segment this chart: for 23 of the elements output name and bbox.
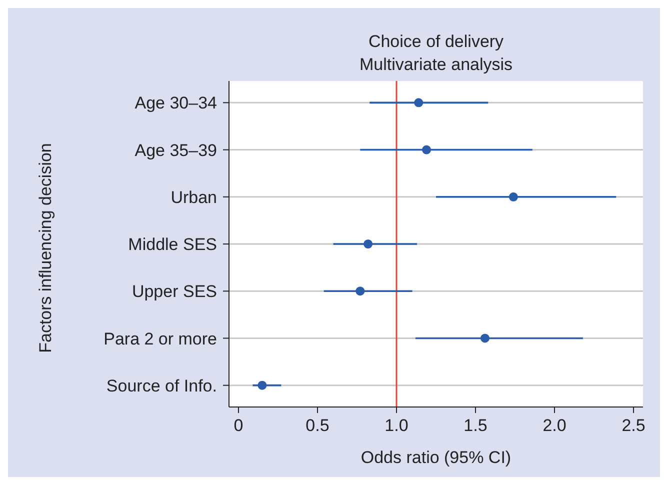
x-tick-label: 1.0 xyxy=(384,416,408,436)
x-tick-label: 2.0 xyxy=(542,416,566,436)
chart-title: Choice of delivery Multivariate analysis xyxy=(358,31,514,76)
point xyxy=(480,334,490,343)
x-tick-label: 2.5 xyxy=(622,416,646,436)
y-tick-label: Upper SES xyxy=(132,282,217,302)
y-tick-label: Urban xyxy=(170,188,217,207)
point xyxy=(508,192,518,202)
x-axis-title: Odds ratio (95% CI) xyxy=(360,448,512,467)
x-tick-label: 1.5 xyxy=(464,416,488,436)
x-tick-label: 0 xyxy=(234,416,244,436)
y-tick-label: Age 30–34 xyxy=(134,94,217,113)
y-tick-label: Middle SES xyxy=(128,235,217,254)
y-axis-title: Factors influencing decision xyxy=(36,142,56,355)
y-tick-label: Source of Info. xyxy=(106,376,217,396)
point xyxy=(414,98,424,108)
point xyxy=(422,145,432,154)
y-tick-label: Age 35–39 xyxy=(134,140,217,160)
point xyxy=(356,286,365,296)
x-tick-label: 0.5 xyxy=(306,416,330,436)
point xyxy=(258,380,267,390)
point xyxy=(364,239,373,249)
y-tick-label: Para 2 or more xyxy=(104,329,217,348)
